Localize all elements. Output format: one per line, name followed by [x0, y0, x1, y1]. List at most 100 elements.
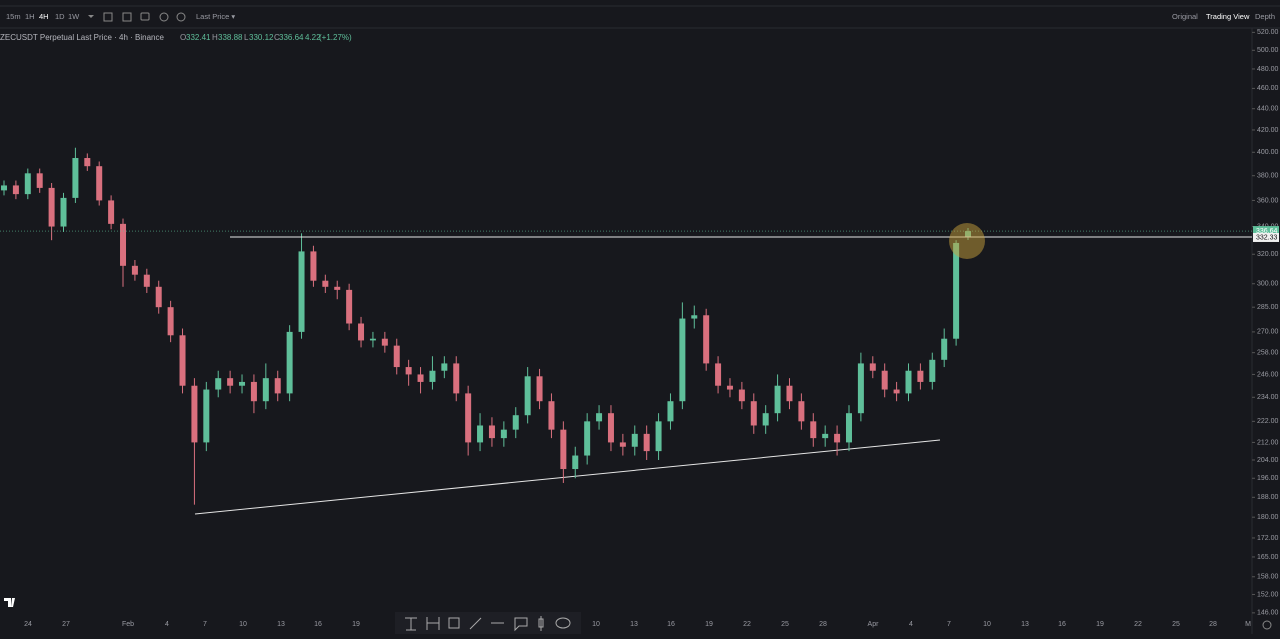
- candle-body: [845, 413, 852, 443]
- candle-body: [881, 370, 888, 390]
- y-tick-label: 165.00: [1257, 554, 1279, 561]
- candle-body: [155, 286, 162, 308]
- candle-body: [596, 413, 603, 422]
- candle-body: [167, 307, 174, 336]
- y-tick-label: 146.00: [1257, 610, 1279, 617]
- last-price-label: 336.64: [1256, 228, 1278, 235]
- candle-body: [310, 251, 317, 281]
- y-tick-label: 204.00: [1257, 457, 1279, 464]
- highlight-circle: [949, 223, 985, 259]
- candle-body: [917, 370, 924, 382]
- y-tick-label: 460.00: [1257, 85, 1279, 92]
- x-tick-label: 16: [667, 621, 675, 628]
- candle-body: [465, 393, 472, 443]
- info-icon[interactable]: [176, 12, 186, 22]
- x-tick-label: 7: [203, 621, 207, 628]
- interval-active[interactable]: 4H: [39, 12, 49, 21]
- candle-body: [72, 158, 79, 198]
- candle-body: [941, 338, 948, 360]
- candle-body: [441, 363, 448, 371]
- x-tick-label: 19: [705, 621, 713, 628]
- interval[interactable]: 15m: [6, 12, 21, 21]
- ohlc-value: 330.12: [249, 33, 274, 42]
- x-tick-label: 10: [592, 621, 600, 628]
- y-tick-label: 222.00: [1257, 418, 1279, 425]
- change: 4.22: [305, 33, 321, 42]
- x-tick-label: 10: [239, 621, 247, 628]
- interval[interactable]: 1W: [68, 12, 80, 21]
- settings-icon[interactable]: [122, 12, 132, 22]
- ellipse-tool[interactable]: [555, 617, 571, 629]
- axis-settings[interactable]: [1262, 620, 1272, 630]
- candle-body: [893, 389, 900, 394]
- x-tick-label: 25: [1172, 621, 1180, 628]
- candle-body: [762, 413, 769, 426]
- candle-body: [822, 433, 829, 439]
- x-tick-label: 27: [62, 621, 70, 628]
- y-tick-label: 520.00: [1257, 29, 1279, 36]
- interval[interactable]: 1D: [55, 12, 65, 21]
- candle-body: [334, 286, 341, 290]
- ohlc-key: C: [274, 33, 280, 42]
- view-option-active[interactable]: Trading View: [1206, 12, 1250, 21]
- camera-icon[interactable]: [140, 12, 150, 21]
- candle-body: [429, 370, 436, 382]
- candle-body: [131, 265, 138, 275]
- callout-tool[interactable]: [514, 617, 528, 632]
- rect-tool[interactable]: [448, 617, 460, 629]
- candle-tool[interactable]: [538, 616, 544, 631]
- measure-tool[interactable]: [426, 617, 440, 630]
- x-tick-label: 22: [743, 621, 751, 628]
- view-option[interactable]: Original: [1172, 12, 1198, 21]
- y-tick-label: 188.00: [1257, 494, 1279, 501]
- candle-body: [143, 274, 150, 287]
- y-tick-label: 420.00: [1257, 127, 1279, 134]
- candle-body: [500, 429, 507, 439]
- x-tick-label: Feb: [122, 621, 134, 628]
- view-option[interactable]: Depth: [1255, 12, 1275, 21]
- ohlc-value: 336.64: [279, 33, 304, 42]
- add-icon[interactable]: [159, 12, 169, 22]
- candle-body: [405, 367, 412, 375]
- y-tick-label: 212.00: [1257, 439, 1279, 446]
- ohlc-value: 332.41: [186, 33, 211, 42]
- last-price-box: [1253, 226, 1279, 236]
- candle-body: [798, 401, 805, 422]
- y-tick-label: 480.00: [1257, 66, 1279, 73]
- price-type[interactable]: Last Price ▾: [196, 12, 235, 21]
- x-tick-label: 13: [630, 621, 638, 628]
- candle-body: [905, 370, 912, 394]
- candle-body: [834, 433, 841, 443]
- symbol-title: ZECUSDT Perpetual Last Price · 4h · Bina…: [0, 33, 164, 42]
- candle-body: [108, 200, 115, 224]
- candle-body: [215, 378, 222, 390]
- line-tool[interactable]: [469, 617, 482, 630]
- x-tick-label: 4: [165, 621, 169, 628]
- text-tool[interactable]: [405, 617, 417, 631]
- x-tick-label: 28: [819, 621, 827, 628]
- drawing-toolbar-bg: [395, 612, 581, 634]
- x-tick-label: 13: [1021, 621, 1029, 628]
- candle-body: [274, 378, 281, 394]
- x-tick-label: 16: [1058, 621, 1066, 628]
- candle-body: [322, 280, 329, 287]
- candle-body: [655, 421, 662, 452]
- ohlc-key: H: [212, 33, 218, 42]
- x-tick-label: 4: [909, 621, 913, 628]
- indicator-icon[interactable]: [103, 12, 113, 22]
- candle-body: [619, 442, 626, 447]
- x-tick-label: M: [1245, 621, 1251, 628]
- interval[interactable]: 1H: [25, 12, 35, 21]
- candle-body: [60, 197, 67, 227]
- candle-body: [262, 378, 269, 402]
- candle-body: [179, 335, 186, 386]
- dropdown-icon[interactable]: [88, 15, 94, 18]
- candle-body: [96, 166, 103, 201]
- x-tick-label: 13: [277, 621, 285, 628]
- candle-body: [703, 315, 710, 364]
- candle-body: [584, 421, 591, 456]
- trendline[interactable]: [194, 439, 941, 515]
- candle-body: [607, 413, 614, 443]
- x-tick-label: 28: [1209, 621, 1217, 628]
